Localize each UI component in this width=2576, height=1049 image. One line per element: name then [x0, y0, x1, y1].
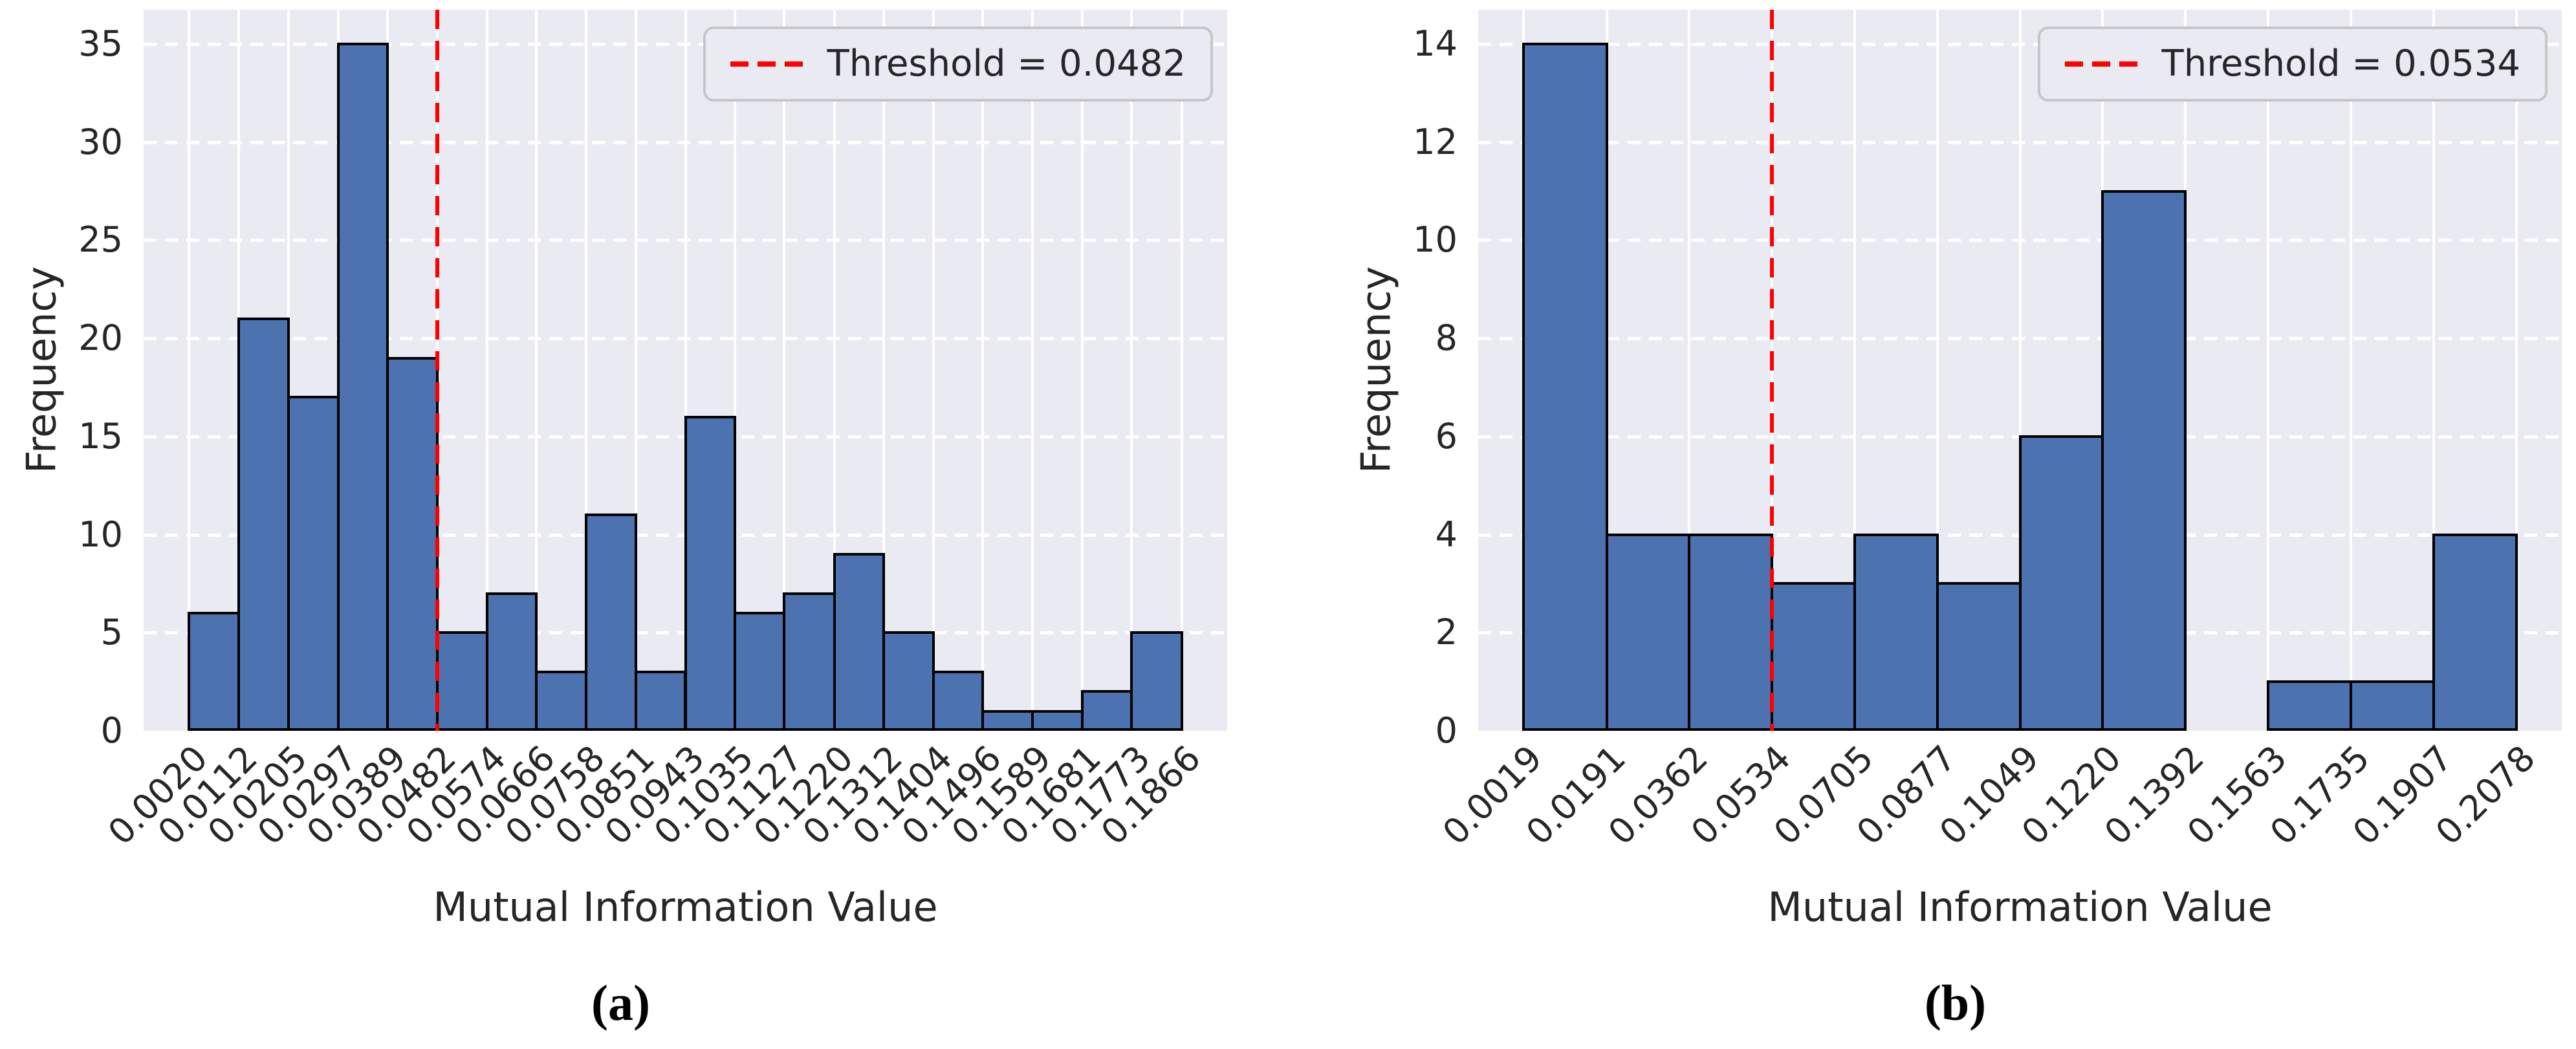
v-gridline	[2266, 10, 2269, 731]
plot-area-b: Threshold = 0.0534	[1478, 10, 2562, 731]
histogram-bar	[436, 631, 488, 731]
legend-label-b: Threshold = 0.0534	[2161, 43, 2520, 85]
y-axis-title-a: Frequency	[17, 266, 65, 474]
y-axis-title-b: Frequency	[1352, 266, 1400, 474]
histogram-bar	[1031, 709, 1084, 731]
y-tick-label: 4	[1435, 514, 1457, 555]
threshold-line-b	[1770, 10, 1774, 731]
histogram-bar	[2018, 435, 2104, 731]
bars-layer-b	[1478, 10, 2562, 731]
panel-caption-a: (a)	[591, 975, 650, 1031]
v-gridline	[535, 10, 538, 731]
h-gridline	[1478, 140, 2562, 144]
v-gridline	[1687, 10, 1690, 731]
v-gridline	[635, 10, 638, 731]
y-tick-label: 10	[78, 514, 123, 555]
v-gridline	[188, 10, 191, 731]
subplot-b: Threshold = 0.0534 0 2 4 6 8 10 12 14 0.0019 0.0…	[1335, 0, 2576, 1049]
histogram-bar	[932, 670, 985, 731]
histogram-bar	[684, 415, 736, 731]
histogram-bar	[237, 317, 290, 731]
histogram-bar	[2101, 189, 2187, 731]
v-gridline	[2350, 10, 2353, 731]
y-tick-label: 10	[1413, 219, 1457, 261]
histogram-bar	[188, 611, 240, 731]
v-gridline	[1031, 10, 1034, 731]
histogram-bar	[584, 514, 638, 731]
histogram-bar	[1522, 43, 1608, 731]
histogram-bar	[386, 356, 439, 731]
histogram-bar	[535, 670, 587, 731]
y-tick-label: 35	[78, 23, 123, 65]
h-gridline	[144, 239, 1227, 243]
v-gridline	[1853, 10, 1856, 731]
histogram-bar	[287, 396, 340, 731]
v-gridline	[684, 10, 687, 731]
h-gridline	[1478, 239, 2562, 243]
histogram-bar	[783, 592, 836, 731]
h-gridline	[1478, 337, 2562, 341]
histogram-bar	[981, 709, 1034, 731]
threshold-dash-icon	[730, 61, 803, 67]
y-tick-label: 5	[100, 612, 123, 653]
h-gridline	[144, 337, 1227, 341]
v-gridline	[783, 10, 786, 731]
subplot-a: Threshold = 0.0482 0 5 10 15 20 25 30 35 0.0020…	[0, 0, 1241, 1049]
h-gridline	[144, 140, 1227, 144]
v-gridline	[1936, 10, 1939, 731]
v-gridline	[882, 10, 886, 731]
histogram-bar	[1605, 533, 1690, 731]
y-tick-label: 0	[1435, 710, 1457, 751]
threshold-line-a	[435, 10, 440, 731]
v-gridline	[1130, 10, 1133, 731]
x-axis-title-b: Mutual Information Value	[1767, 883, 2273, 931]
y-tick-label: 30	[78, 121, 123, 162]
legend-a: Threshold = 0.0482	[703, 27, 1213, 102]
histogram-bar	[635, 670, 687, 731]
v-gridline	[584, 10, 587, 731]
h-gridline	[144, 43, 1227, 47]
histogram-bar	[1080, 690, 1133, 731]
histogram-bar	[336, 43, 389, 731]
plot-area-a: Threshold = 0.0482	[144, 10, 1227, 731]
y-tick-label: 25	[78, 219, 123, 261]
histogram-bar	[485, 592, 538, 731]
y-tick-label: 2	[1435, 612, 1457, 653]
histogram-bar	[2266, 680, 2353, 731]
panel-caption-b: (b)	[1924, 975, 1987, 1031]
histogram-bar	[882, 631, 935, 731]
y-tick-label: 12	[1413, 121, 1457, 162]
bars-layer-a	[144, 10, 1227, 731]
histogram-bar	[733, 611, 786, 731]
h-gridline	[1478, 43, 2562, 47]
histogram-bar	[2350, 680, 2436, 731]
v-gridline	[485, 10, 488, 731]
v-gridline	[1080, 10, 1084, 731]
y-tick-label: 14	[1413, 23, 1457, 65]
histogram-bar	[1936, 582, 2022, 731]
histogram-bar	[1771, 582, 1856, 731]
histogram-bar	[1687, 533, 1774, 731]
v-gridline	[2515, 10, 2518, 731]
histogram-bar	[1130, 631, 1183, 731]
v-gridline	[733, 10, 736, 731]
legend-label-a: Threshold = 0.0482	[827, 43, 1186, 85]
v-gridline	[1180, 10, 1183, 731]
y-tick-label: 0	[100, 710, 123, 751]
v-gridline	[981, 10, 985, 731]
legend-b: Threshold = 0.0534	[2037, 27, 2548, 102]
v-gridline	[2432, 10, 2436, 731]
v-gridline	[932, 10, 935, 731]
v-gridline	[833, 10, 836, 731]
histogram-bar	[2432, 533, 2518, 731]
histogram-bar	[833, 552, 886, 731]
x-axis-title-a: Mutual Information Value	[433, 883, 938, 931]
v-gridline	[2018, 10, 2022, 731]
histogram-bar	[1853, 533, 1939, 731]
threshold-dash-icon	[2064, 61, 2137, 67]
